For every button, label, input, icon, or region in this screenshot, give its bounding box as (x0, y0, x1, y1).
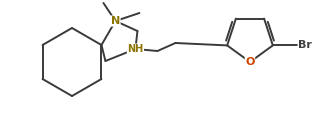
Text: NH: NH (127, 44, 144, 54)
Text: Br: Br (298, 40, 312, 50)
Text: O: O (245, 57, 255, 67)
Text: N: N (111, 16, 120, 26)
